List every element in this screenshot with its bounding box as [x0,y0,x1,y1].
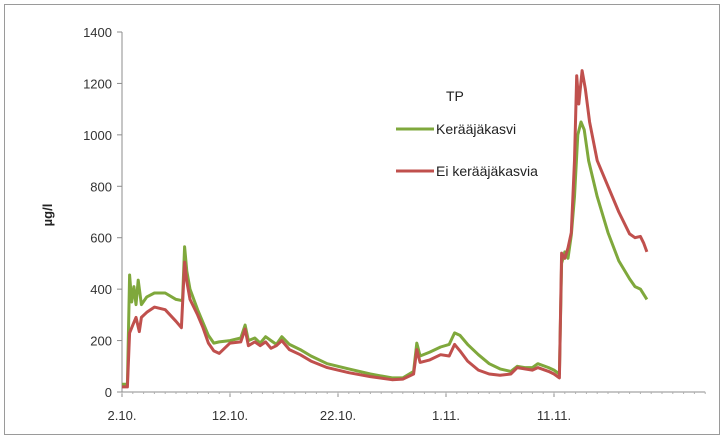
series-line-2 [122,69,649,389]
y-tick-label: 1400 [83,25,112,40]
legend-label-2: Ei kerääjäkasvia [436,163,538,179]
series-lines [122,69,649,389]
chart-title: TP [446,88,464,104]
chart-frame [4,4,720,435]
x-tick-label: 11.11. [537,408,571,423]
x-tick-label: 2.10. [108,408,137,423]
x-tick-label: 1.11. [432,408,460,423]
y-tick-label: 800 [90,179,112,194]
y-tick-label: 0 [105,385,112,400]
y-tick-labels: 0 200 400 600 800 1000 1200 1400 [83,25,112,400]
x-tick-labels: 2.10. 12.10. 22.10. 1.11. 11.11. [108,408,572,423]
y-tick-label: 1000 [83,128,112,143]
legend-label-1: Kerääjäkasvi [436,121,516,137]
y-tick-label: 1200 [83,76,112,91]
y-tick-label: 400 [90,282,112,297]
x-tick-label: 22.10. [320,408,356,423]
legend: Kerääjäkasvi Ei kerääjäkasvia [396,121,538,179]
y-axis-label: µg/l [40,204,55,227]
y-tick-label: 600 [90,231,112,246]
y-tick-label: 200 [90,334,112,349]
axes [117,31,706,397]
series-line-1 [122,120,649,386]
x-tick-label: 12.10. [212,408,248,423]
